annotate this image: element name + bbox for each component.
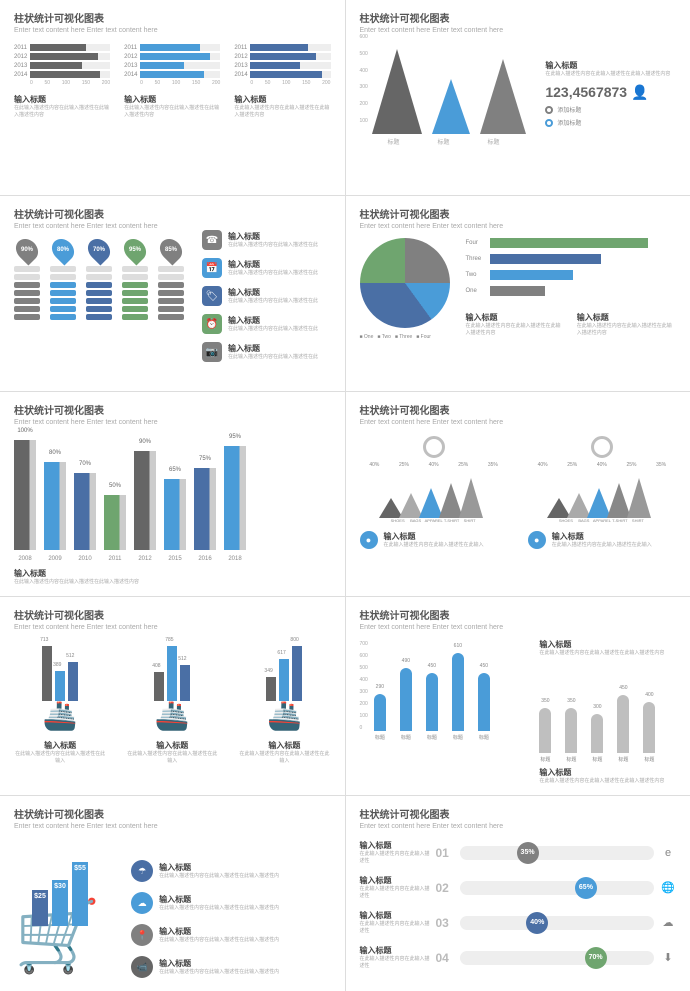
p3-subtitle: Enter text content here Enter text conte… <box>14 223 331 230</box>
panel-7: 柱状统计可视化图表 Enter text content here Enter … <box>0 597 345 795</box>
p1-subtitle: Enter text content here Enter text conte… <box>14 27 331 34</box>
panel-3: 柱状统计可视化图表 Enter text content here Enter … <box>0 196 345 391</box>
panel-1: 柱状统计可视化图表 Enter text content here Enter … <box>0 0 345 195</box>
p10-title: 柱状统计可视化图表 <box>360 806 677 821</box>
pie-chart <box>360 238 450 328</box>
p4-cap1: 输入标题 <box>466 312 565 323</box>
p7-subtitle: Enter text content here Enter text conte… <box>14 624 331 631</box>
p2-desc: 在此输入描述性内容在此输入描述性在此输入描述性内容 <box>545 71 676 78</box>
p8-d1: 在此输入描述性内容在此输入描述性在此输入描述性内容 <box>539 650 676 657</box>
p1-title: 柱状统计可视化图表 <box>14 10 331 25</box>
panel-10: 柱状统计可视化图表 Enter text content here Enter … <box>346 796 690 991</box>
big-number: 123,4567873 👤 <box>545 84 676 101</box>
p3-title: 柱状统计可视化图表 <box>14 206 331 221</box>
panel-2: 柱状统计可视化图表 Enter text content here Enter … <box>346 0 690 195</box>
p5-title: 柱状统计可视化图表 <box>14 402 331 417</box>
p2-subtitle: Enter text content here Enter text conte… <box>360 27 677 34</box>
panel-8: 柱状统计可视化图表 Enter text content here Enter … <box>346 597 690 795</box>
panel-9: 柱状统计可视化图表 Enter text content here Enter … <box>0 796 345 991</box>
p5-cap: 输入标题 <box>14 568 331 579</box>
p4-title: 柱状统计可视化图表 <box>360 206 677 221</box>
p7-title: 柱状统计可视化图表 <box>14 607 331 622</box>
p8-title: 柱状统计可视化图表 <box>360 607 677 622</box>
p2-caption: 输入标题 <box>545 60 676 71</box>
p5-subtitle: Enter text content here Enter text conte… <box>14 419 331 426</box>
p9-subtitle: Enter text content here Enter text conte… <box>14 823 331 830</box>
panel-6: 柱状统计可视化图表 Enter text content here Enter … <box>346 392 690 596</box>
p4-d1: 在此输入描述性内容在此输入描述性在此输入描述性内容 <box>466 323 565 337</box>
p2-title: 柱状统计可视化图表 <box>360 10 677 25</box>
panel-4: 柱状统计可视化图表 Enter text content here Enter … <box>346 196 690 391</box>
chart-grid: 柱状统计可视化图表 Enter text content here Enter … <box>0 0 690 991</box>
p10-subtitle: Enter text content here Enter text conte… <box>360 823 677 830</box>
p8-subtitle: Enter text content here Enter text conte… <box>360 624 677 631</box>
cart-icon: 🛒 $25$30$55 <box>14 896 101 978</box>
p6-title: 柱状统计可视化图表 <box>360 402 677 417</box>
p5-desc: 在此输入描述性内容在此输入描述性在此输入描述性内容 <box>14 579 331 586</box>
p8-cap2: 输入标题 <box>539 767 676 778</box>
p4-subtitle: Enter text content here Enter text conte… <box>360 223 677 230</box>
p8-d2: 在此输入描述性内容在此输入描述性在此输入描述性内容 <box>539 778 676 785</box>
p4-cap2: 输入标题 <box>577 312 676 323</box>
p9-title: 柱状统计可视化图表 <box>14 806 331 821</box>
p4-d2: 在此输入描述性内容在此输入描述性在此输入描述性内容 <box>577 323 676 337</box>
panel-5: 柱状统计可视化图表 Enter text content here Enter … <box>0 392 345 596</box>
p8-cap1: 输入标题 <box>539 639 676 650</box>
p6-subtitle: Enter text content here Enter text conte… <box>360 419 677 426</box>
